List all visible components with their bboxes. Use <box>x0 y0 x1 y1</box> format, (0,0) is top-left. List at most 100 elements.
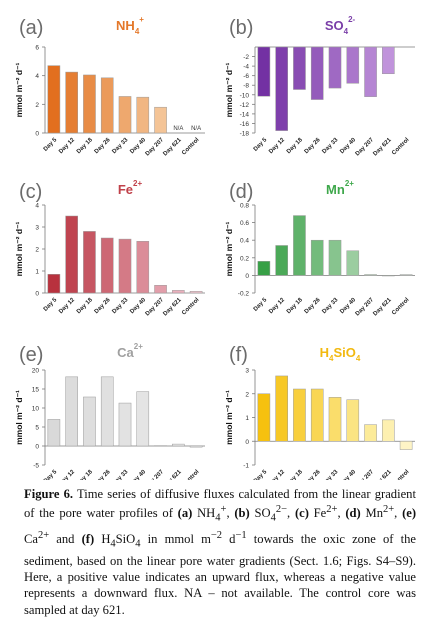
chart-panel-d: (d) Mn2+ mmol m⁻² d⁻¹ -0.2 0 0.2 0.4 0.6 0.8 Day … <box>224 179 415 317</box>
y-tick-label: 5 <box>35 425 39 432</box>
bar <box>346 399 360 442</box>
caption-sup: 2− <box>275 504 288 516</box>
caption-sub: 4 <box>135 538 141 550</box>
y-tick-label: -0.2 <box>238 291 250 298</box>
caption-species: H <box>94 531 111 546</box>
panel-label: (c) <box>19 181 42 203</box>
y-tick-label: -18 <box>240 131 250 138</box>
x-tick-label: Day 12 <box>58 469 76 480</box>
caption-label: Figure 6. <box>24 487 74 501</box>
y-tick-label: 0 <box>35 444 39 451</box>
bar <box>310 239 324 276</box>
y-tick-label: -1 <box>243 463 249 470</box>
bar <box>257 46 271 97</box>
panel-label: (f) <box>229 344 248 366</box>
x-tick-label: Day 33 <box>111 297 129 315</box>
caption-text: towards the oxic zone of the sediment, b… <box>24 531 416 617</box>
y-tick-label: 1 <box>245 415 249 422</box>
x-tick-label: Day 26 <box>304 137 322 155</box>
panel-label: (b) <box>229 17 253 39</box>
chart-title: SO42- <box>325 15 356 36</box>
caption-text: , <box>287 506 295 521</box>
x-tick-label: Day 18 <box>76 137 94 155</box>
x-tick-label: Day 5 <box>43 137 59 153</box>
x-tick-label: Day 33 <box>321 469 339 480</box>
bar <box>328 239 342 276</box>
bar <box>189 290 203 294</box>
x-tick-label: Control <box>181 469 201 480</box>
bar <box>382 46 395 75</box>
x-tick-label: Day 12 <box>58 137 76 155</box>
y-tick-label: 3 <box>35 225 39 232</box>
x-tick-label: Control <box>391 469 411 480</box>
y-tick-label: -14 <box>240 111 250 118</box>
y-tick-label: -8 <box>243 83 249 90</box>
y-tick-label: 0 <box>35 291 39 298</box>
y-tick-label: 2 <box>35 102 39 109</box>
x-tick-label: Day 40 <box>129 469 147 480</box>
x-tick-label: Day 18 <box>286 137 304 155</box>
x-tick-label: Control <box>391 297 411 317</box>
x-tick-label: Day 5 <box>253 137 269 153</box>
bar <box>100 77 114 134</box>
y-axis-label: mmol m⁻² d⁻¹ <box>224 390 234 445</box>
bar <box>83 74 96 134</box>
bar <box>172 443 185 447</box>
x-tick-label: Day 5 <box>253 297 269 313</box>
bar <box>172 290 185 294</box>
bar <box>275 46 288 131</box>
bar <box>257 393 271 442</box>
caption-text: in mmol m <box>140 531 211 546</box>
bar <box>399 274 413 276</box>
y-tick-label: -16 <box>240 121 250 128</box>
x-tick-label: Day 26 <box>304 297 322 315</box>
bar <box>293 215 306 276</box>
bar <box>65 215 78 294</box>
bar <box>382 275 395 277</box>
x-tick-label: Day 621 <box>372 137 393 158</box>
bar <box>47 274 61 294</box>
x-tick-label: Day 621 <box>162 469 183 480</box>
bar <box>65 376 78 447</box>
y-tick-label: -6 <box>243 73 249 80</box>
caption-species: NH <box>192 506 216 521</box>
y-tick-label: 0 <box>245 273 249 280</box>
bar <box>136 241 150 294</box>
caption-species: SiO <box>115 531 136 546</box>
y-tick-label: 0 <box>35 131 39 138</box>
bar <box>399 441 413 450</box>
bar <box>100 237 114 294</box>
bar <box>364 274 377 276</box>
chart-panel-e: (e) Ca2+ mmol m⁻² d⁻¹ -5 0 5 10 15 20 Day 5 Day 12… <box>14 342 205 480</box>
bar <box>118 96 132 134</box>
x-tick-label: Day 621 <box>372 297 393 318</box>
chart-title: Mn2+ <box>326 179 354 197</box>
bar <box>118 238 132 294</box>
y-tick-label: 6 <box>35 45 39 52</box>
chart-title: NH4+ <box>116 15 144 36</box>
caption-ref-c: (c) <box>294 506 309 521</box>
bar <box>100 376 114 447</box>
caption-text: and <box>49 531 82 546</box>
caption-sup: −2 <box>210 529 223 541</box>
bar <box>346 46 360 84</box>
bar <box>154 285 167 294</box>
x-tick-label: Day 26 <box>304 469 322 480</box>
y-tick-label: 20 <box>32 368 40 375</box>
bar <box>47 65 61 134</box>
bar <box>118 402 132 447</box>
caption-ref-e: (e) <box>402 506 417 521</box>
bar <box>275 245 288 276</box>
x-tick-label: Day 40 <box>339 469 357 480</box>
bar <box>382 419 395 442</box>
x-tick-label: Control <box>181 297 201 317</box>
x-tick-label: Day 5 <box>43 297 59 313</box>
panel-label: (a) <box>19 17 43 39</box>
y-tick-label: 0 <box>245 439 249 446</box>
caption-species: Fe <box>308 506 327 521</box>
chart-title: Fe2+ <box>118 179 143 197</box>
y-tick-label: 15 <box>32 387 40 394</box>
caption-sub: 4 <box>270 513 276 525</box>
caption-sup: + <box>220 504 227 516</box>
